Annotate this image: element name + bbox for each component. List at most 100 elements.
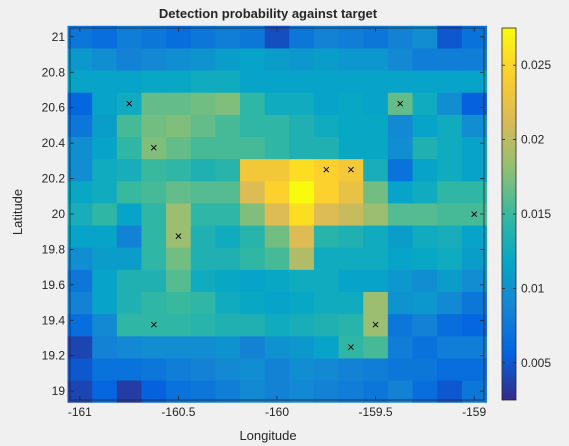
heatmap-cell	[289, 158, 315, 182]
heatmap-cell	[190, 136, 216, 160]
heatmap-cell	[437, 47, 463, 71]
heatmap-cell	[166, 158, 192, 182]
heatmap-cell	[387, 269, 414, 292]
heatmap-cell	[338, 180, 364, 204]
heatmap-cell	[67, 313, 93, 337]
heatmap-cell	[363, 247, 389, 270]
heatmap-cell	[166, 357, 192, 381]
target-marker: ×	[347, 162, 355, 177]
heatmap-cell	[264, 225, 290, 248]
heatmap-cell	[338, 92, 364, 115]
heatmap-cell	[387, 357, 414, 381]
heatmap-cell	[412, 180, 438, 204]
heatmap-cell	[289, 225, 315, 248]
heatmap-cell	[437, 136, 463, 160]
heatmap-cell	[338, 357, 364, 381]
y-tick-label: 20.6	[42, 101, 66, 115]
heatmap-cell	[92, 313, 118, 337]
heatmap-cell	[141, 380, 167, 403]
heatmap-cell	[338, 313, 364, 337]
heatmap-cell	[289, 247, 315, 270]
heatmap-cell	[215, 269, 241, 292]
heatmap-cell	[338, 225, 364, 248]
heatmap-cell	[387, 202, 414, 226]
heatmap-cell	[338, 136, 364, 160]
heatmap-cell	[166, 269, 192, 292]
heatmap-cell	[264, 313, 290, 337]
heatmap-cell	[437, 247, 463, 270]
heatmap-cell	[240, 180, 266, 204]
heatmap-cell	[240, 92, 266, 115]
heatmap-cell	[190, 269, 216, 292]
x-tick-label: -161	[68, 405, 92, 419]
heatmap-cell	[92, 380, 118, 403]
heatmap-cell	[363, 313, 389, 337]
heatmap-cell	[215, 291, 241, 315]
heatmap-cell	[412, 136, 438, 160]
heatmap-cell	[92, 247, 118, 270]
heatmap-cell	[313, 313, 340, 337]
heatmap-cell	[166, 247, 192, 270]
heatmap-cell	[116, 202, 142, 226]
colorbar-tick-label: 0.01	[521, 281, 545, 295]
heatmap-cell	[141, 357, 167, 381]
heatmap-cell	[240, 357, 266, 381]
heatmap-cell	[240, 313, 266, 337]
heatmap-cell	[215, 25, 241, 49]
heatmap-cell	[92, 335, 118, 359]
heatmap-cell	[289, 269, 315, 292]
y-tick-label: 19.4	[42, 313, 66, 327]
heatmap-cell	[215, 247, 241, 270]
heatmap-cell	[313, 136, 340, 160]
heatmap-cell	[141, 180, 167, 204]
heatmap-cell	[166, 380, 192, 403]
heatmap-cell	[240, 25, 266, 49]
colorbar-tick-label: 0.015	[521, 207, 551, 221]
heatmap-cell	[264, 158, 290, 182]
heatmap-cell	[289, 291, 315, 315]
heatmap-cell	[116, 114, 142, 137]
y-tick-label: 21	[52, 30, 66, 44]
heatmap-cell	[461, 92, 487, 115]
target-markers: × × × × × × × × × ×	[125, 96, 478, 355]
y-axis-ticks: 19 19.2 19.4 19.6 19.8 20 20.2 20.4 20.6 20.8 21	[42, 30, 484, 398]
heatmap-cell	[313, 291, 340, 315]
heatmap-cell	[387, 158, 414, 182]
heatmap-cell	[67, 269, 93, 292]
heatmap-cell	[363, 357, 389, 381]
heatmap-cell	[190, 357, 216, 381]
heatmap-cell	[313, 25, 340, 49]
heatmap-cell	[289, 47, 315, 71]
heatmap-cell	[437, 202, 463, 226]
heatmap-cell	[412, 269, 438, 292]
heatmap-cell	[67, 357, 93, 381]
colorbar-tick-label: 0.005	[521, 356, 551, 370]
heatmap-cell	[141, 335, 167, 359]
target-marker: ×	[372, 317, 380, 332]
heatmap-cell	[437, 313, 463, 337]
heatmap-cell	[412, 70, 438, 93]
heatmap-cell	[412, 247, 438, 270]
heatmap-cell	[313, 380, 340, 403]
heatmap-cell	[264, 25, 290, 49]
heatmap-cell	[67, 380, 93, 403]
heatmap-cell	[116, 180, 142, 204]
heatmap-cell	[166, 114, 192, 137]
heatmap-cell	[67, 158, 93, 182]
heatmap-cell	[190, 291, 216, 315]
heatmap-cell	[313, 335, 340, 359]
heatmap-cell	[289, 357, 315, 381]
heatmap-cell	[437, 158, 463, 182]
heatmap-cell	[461, 313, 487, 337]
heatmap-cell	[387, 114, 414, 137]
heatmap-cell	[215, 225, 241, 248]
heatmap-cell	[141, 291, 167, 315]
heatmap-cell	[190, 225, 216, 248]
heatmap-cell	[387, 225, 414, 248]
heatmap-cell	[461, 291, 487, 315]
heatmap-cell	[141, 47, 167, 71]
heatmap-cell	[116, 225, 142, 248]
heatmap-cell	[289, 313, 315, 337]
heatmap-cell	[338, 335, 364, 359]
